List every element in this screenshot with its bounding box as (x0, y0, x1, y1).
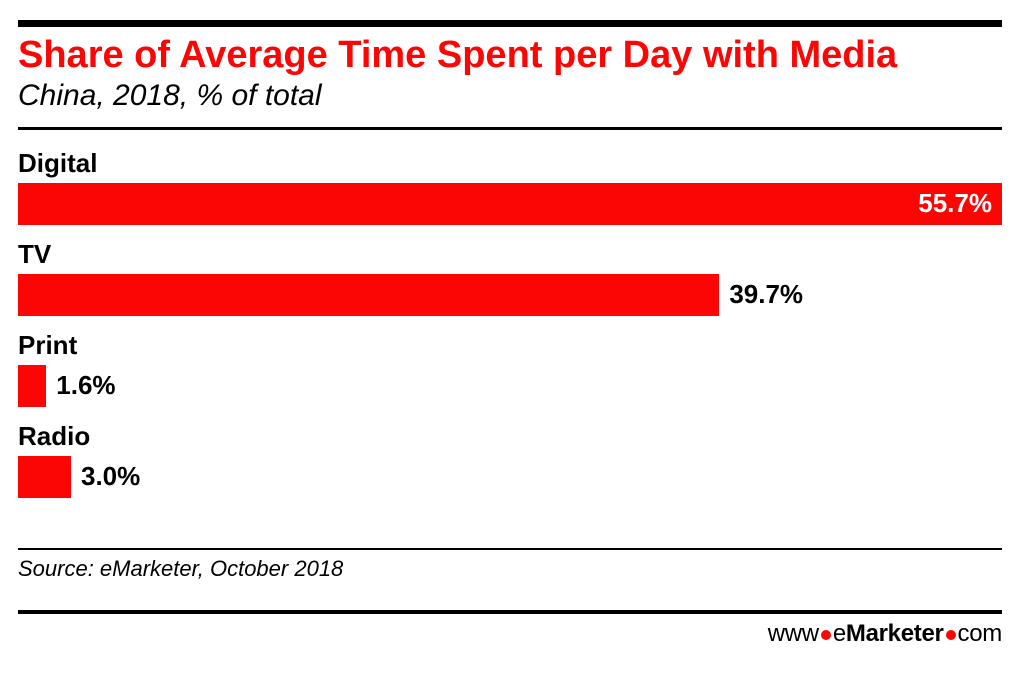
bar-row: 1.6% (18, 365, 1002, 407)
chart-subtitle: China, 2018, % of total (18, 79, 1002, 113)
brand-marketer: Marketer (846, 620, 944, 647)
bar (18, 456, 71, 498)
brand-logo: wwweMarketer com (768, 620, 1002, 648)
bottom-rule (18, 610, 1002, 614)
bar: 55.7% (18, 183, 1002, 225)
bar-value: 39.7% (729, 279, 803, 310)
bar-group: Print 1.6% (18, 330, 1002, 407)
mid-rule (18, 127, 1002, 130)
bar-group: Radio 3.0% (18, 421, 1002, 498)
bar-value: 3.0% (81, 461, 140, 492)
source-rule (18, 548, 1002, 550)
bar-category-label: Print (18, 330, 1002, 361)
bar-category-label: Digital (18, 148, 1002, 179)
bar-chart: Digital 55.7% TV 39.7% Print 1.6% Radio 3.0% (18, 148, 1002, 498)
bar-value: 55.7% (918, 188, 992, 219)
chart-title: Share of Average Time Spent per Day with… (18, 35, 1002, 77)
brand-dot-icon (946, 630, 956, 640)
brand-www: www (768, 620, 819, 647)
bar-category-label: Radio (18, 421, 1002, 452)
bar-row: 3.0% (18, 456, 1002, 498)
bar (18, 365, 46, 407)
bar-row: 39.7% (18, 274, 1002, 316)
bar-row: 55.7% (18, 183, 1002, 225)
bar-value: 1.6% (56, 370, 115, 401)
bar-group: TV 39.7% (18, 239, 1002, 316)
brand-e: e (833, 620, 846, 647)
top-rule (18, 20, 1002, 27)
bar-category-label: TV (18, 239, 1002, 270)
brand-dot-icon (821, 630, 831, 640)
footer: wwweMarketer com (18, 620, 1002, 648)
bar (18, 274, 719, 316)
source-text: Source: eMarketer, October 2018 (18, 556, 1002, 582)
brand-com: com (958, 620, 1002, 647)
bar-group: Digital 55.7% (18, 148, 1002, 225)
